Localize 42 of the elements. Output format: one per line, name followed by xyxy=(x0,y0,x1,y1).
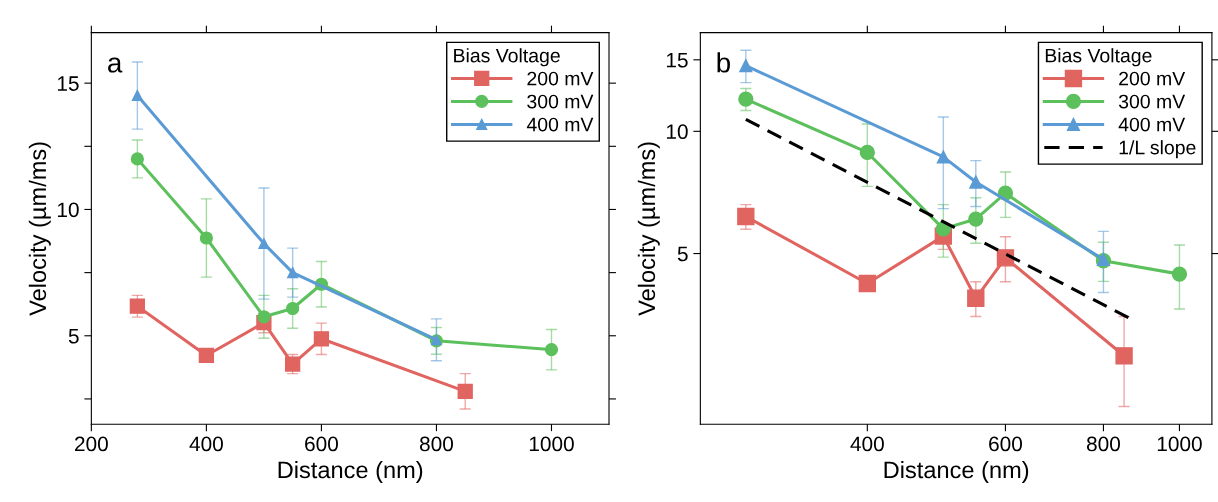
y-tick-label: 15 xyxy=(666,53,688,68)
x-axis-title: Distance (nm) xyxy=(884,460,1029,483)
point xyxy=(257,310,271,324)
x-tick-label: 400 xyxy=(189,436,223,452)
x-tick-label: 400 xyxy=(850,436,884,452)
y-tick-label: 5 xyxy=(677,246,688,262)
legend-label: 200 mV xyxy=(527,71,594,86)
point xyxy=(130,152,144,166)
y-axis-title: Velocity (µm/ms) xyxy=(637,142,660,316)
x-axis-title: Distance (nm) xyxy=(278,460,423,483)
y-axis-title: Velocity (µm/ms) xyxy=(28,142,51,316)
point xyxy=(286,301,300,316)
y-tick-label: 10 xyxy=(666,124,688,140)
point xyxy=(131,89,143,102)
point xyxy=(258,238,270,250)
y-tick-label: 5 xyxy=(68,328,79,344)
point xyxy=(287,267,299,279)
legend-label: 400 mV xyxy=(1118,117,1186,132)
x-tick-label: 800 xyxy=(1086,436,1120,452)
x-tick-label: 600 xyxy=(305,436,338,452)
annotation: b xyxy=(717,52,730,73)
x-tick-label: 800 xyxy=(419,436,454,452)
point xyxy=(313,331,330,347)
point xyxy=(199,231,213,245)
annotation: a xyxy=(108,57,123,73)
x-tick-label: 600 xyxy=(989,436,1023,452)
y-tick-label: 15 xyxy=(57,76,79,91)
legend-label: 1/L slope xyxy=(1119,140,1196,159)
legend-label: 400 mV xyxy=(526,117,594,132)
legend-label: 200 mV xyxy=(1119,71,1186,86)
legend-label: 300 mV xyxy=(1118,94,1186,109)
x-tick-label: 1000 xyxy=(529,436,574,452)
x-tick-label: 1000 xyxy=(1157,436,1202,452)
point xyxy=(198,347,215,364)
legend-title: Bias Voltage xyxy=(454,48,560,67)
point xyxy=(129,298,146,314)
legend-label: 300 mV xyxy=(527,94,594,109)
x-tick-label: 200 xyxy=(75,436,108,452)
point xyxy=(457,383,473,399)
y-tick-label: 10 xyxy=(57,202,79,218)
legend-title: Bias Voltage xyxy=(1045,48,1152,67)
point xyxy=(544,343,559,357)
